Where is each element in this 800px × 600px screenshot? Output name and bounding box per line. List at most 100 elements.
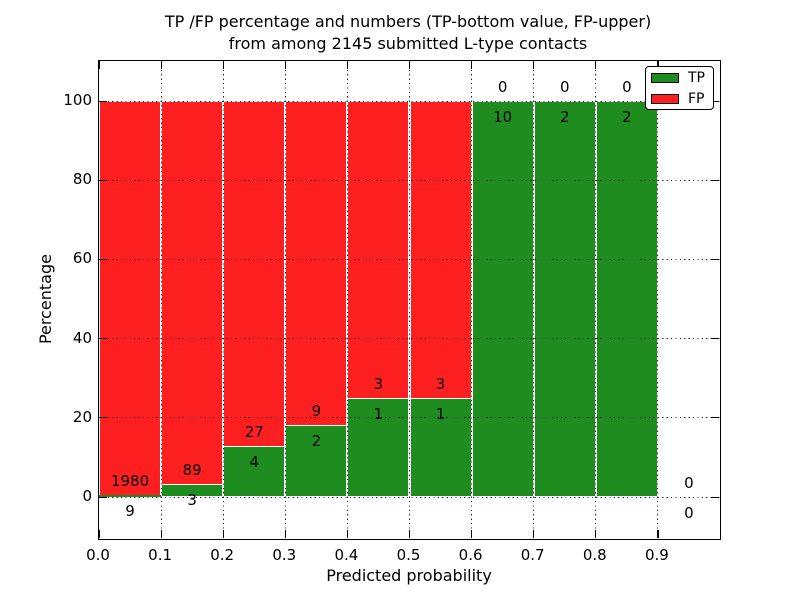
gridline-vertical	[595, 61, 597, 539]
y-tick-label-1: 20	[72, 407, 92, 426]
bar-fp-segment-2	[223, 101, 286, 446]
gridline-horizontal	[99, 417, 720, 419]
bar-tp-segment-8	[595, 101, 658, 497]
bar-tp-segment-7	[533, 101, 596, 497]
x-tick-mark	[533, 530, 535, 538]
fp-count-label-7: 0	[559, 78, 570, 96]
y-tick-mark-right	[711, 338, 719, 340]
fp-count-label-9: 0	[684, 474, 694, 492]
tp-count-label-3: 2	[311, 432, 322, 450]
bar-tp-segment-1	[161, 484, 224, 497]
y-tick-mark-right	[711, 417, 719, 419]
x-tick-label-8: 0.8	[582, 546, 607, 564]
x-tick-mark-top	[657, 61, 659, 69]
legend: TP FP	[645, 66, 714, 110]
tp-count-label-5: 1	[435, 405, 446, 423]
y-tick-label-5: 100	[63, 91, 92, 109]
gridline-vertical	[222, 61, 224, 539]
fp-count-label-0: 1980	[110, 472, 150, 491]
bar-fp-segment-4	[347, 101, 410, 398]
fp-count-label-2: 27	[244, 422, 264, 441]
x-tick-mark-top	[222, 61, 224, 69]
x-tick-mark-top	[160, 61, 162, 69]
x-tick-mark	[160, 530, 162, 538]
gridline-horizontal	[99, 496, 720, 498]
x-tick-mark-top	[595, 61, 597, 69]
bar-fp-segment-1	[161, 101, 224, 485]
gridline-vertical	[346, 61, 348, 539]
y-tick-label-2: 40	[72, 328, 92, 347]
bar-tp-segment-3	[285, 425, 348, 497]
tp-count-label-6: 10	[493, 108, 513, 126]
legend-label-tp: TP	[688, 70, 705, 86]
x-tick-mark	[222, 530, 224, 538]
gridline-vertical	[533, 61, 535, 539]
y-tick-mark	[99, 179, 107, 181]
bar-tp-segment-6	[471, 101, 534, 497]
gridline-vertical	[284, 61, 286, 539]
tp-count-label-8: 2	[622, 108, 632, 126]
fp-count-label-3: 9	[311, 402, 322, 420]
x-tick-mark-top	[533, 61, 535, 69]
tp-count-label-2: 4	[249, 452, 260, 471]
tp-count-label-4: 1	[373, 405, 384, 423]
x-tick-label-3: 0.3	[272, 546, 297, 564]
x-tick-label-5: 0.5	[396, 546, 421, 564]
y-tick-mark	[99, 338, 107, 340]
x-tick-label-0: 0.0	[86, 546, 110, 564]
y-tick-label-0: 0	[82, 487, 92, 505]
chart-title-line2: from among 2145 submitted L-type contact…	[228, 34, 588, 53]
x-tick-mark	[471, 530, 473, 538]
x-tick-mark	[595, 530, 597, 538]
fp-count-label-1: 89	[182, 461, 202, 480]
gridline-horizontal	[99, 338, 720, 340]
fp-count-label-5: 3	[435, 375, 446, 393]
chart-title: TP /FP percentage and numbers (TP-bottom…	[108, 11, 708, 55]
fp-count-label-8: 0	[622, 78, 632, 96]
legend-item-tp: TP	[646, 68, 713, 88]
y-tick-mark	[99, 100, 107, 102]
gridline-vertical	[657, 61, 659, 539]
x-tick-mark	[409, 530, 411, 538]
bar-fp-segment-5	[409, 101, 472, 398]
x-tick-label-2: 0.2	[210, 546, 235, 564]
bar-tp-segment-2	[223, 445, 286, 497]
x-tick-label-1: 0.1	[148, 546, 173, 564]
y-tick-mark	[99, 496, 107, 498]
y-tick-mark-right	[711, 179, 719, 181]
bar-tp-segment-0	[99, 495, 162, 497]
tp-count-label-7: 2	[559, 108, 570, 126]
gridline-vertical	[471, 61, 473, 539]
x-tick-mark	[346, 530, 349, 538]
y-tick-label-4: 80	[72, 170, 92, 189]
chart-title-line1: TP /FP percentage and numbers (TP-bottom…	[164, 12, 652, 31]
x-tick-mark-top	[98, 61, 100, 69]
legend-swatch-fp-icon	[651, 94, 679, 104]
legend-item-fp: FP	[646, 89, 713, 109]
x-tick-mark-top	[346, 61, 349, 69]
gridline-horizontal	[99, 100, 720, 102]
bar-fp-segment-0	[99, 101, 162, 496]
y-tick-mark	[99, 417, 107, 419]
x-axis-title: Predicted probability	[326, 566, 492, 585]
x-tick-label-4: 0.4	[334, 546, 359, 564]
tp-count-label-1: 3	[187, 491, 197, 510]
legend-swatch-tp-icon	[651, 73, 679, 83]
plot-area: TP FP 1980 9 89 3 27 4 9 2 3 1 3 1 0 10 0 2 0 2 0 0	[98, 60, 721, 540]
tp-count-label-0: 9	[125, 502, 135, 521]
y-tick-mark-right	[711, 100, 719, 102]
y-tick-mark	[99, 258, 107, 261]
bar-fp-segment-3	[285, 101, 348, 425]
bar-tp-segment-4	[347, 398, 410, 497]
gridline-vertical	[409, 61, 410, 539]
gridline-vertical	[160, 61, 162, 539]
x-tick-label-9: 0.9	[644, 546, 669, 564]
y-tick-mark-right	[711, 258, 719, 261]
y-axis-title: Percentage	[36, 254, 55, 345]
x-tick-mark-top	[284, 61, 286, 69]
gridline-horizontal	[99, 179, 720, 181]
x-tick-mark	[98, 530, 100, 538]
y-tick-label-3: 60	[72, 249, 92, 268]
x-tick-mark-top	[471, 61, 473, 69]
